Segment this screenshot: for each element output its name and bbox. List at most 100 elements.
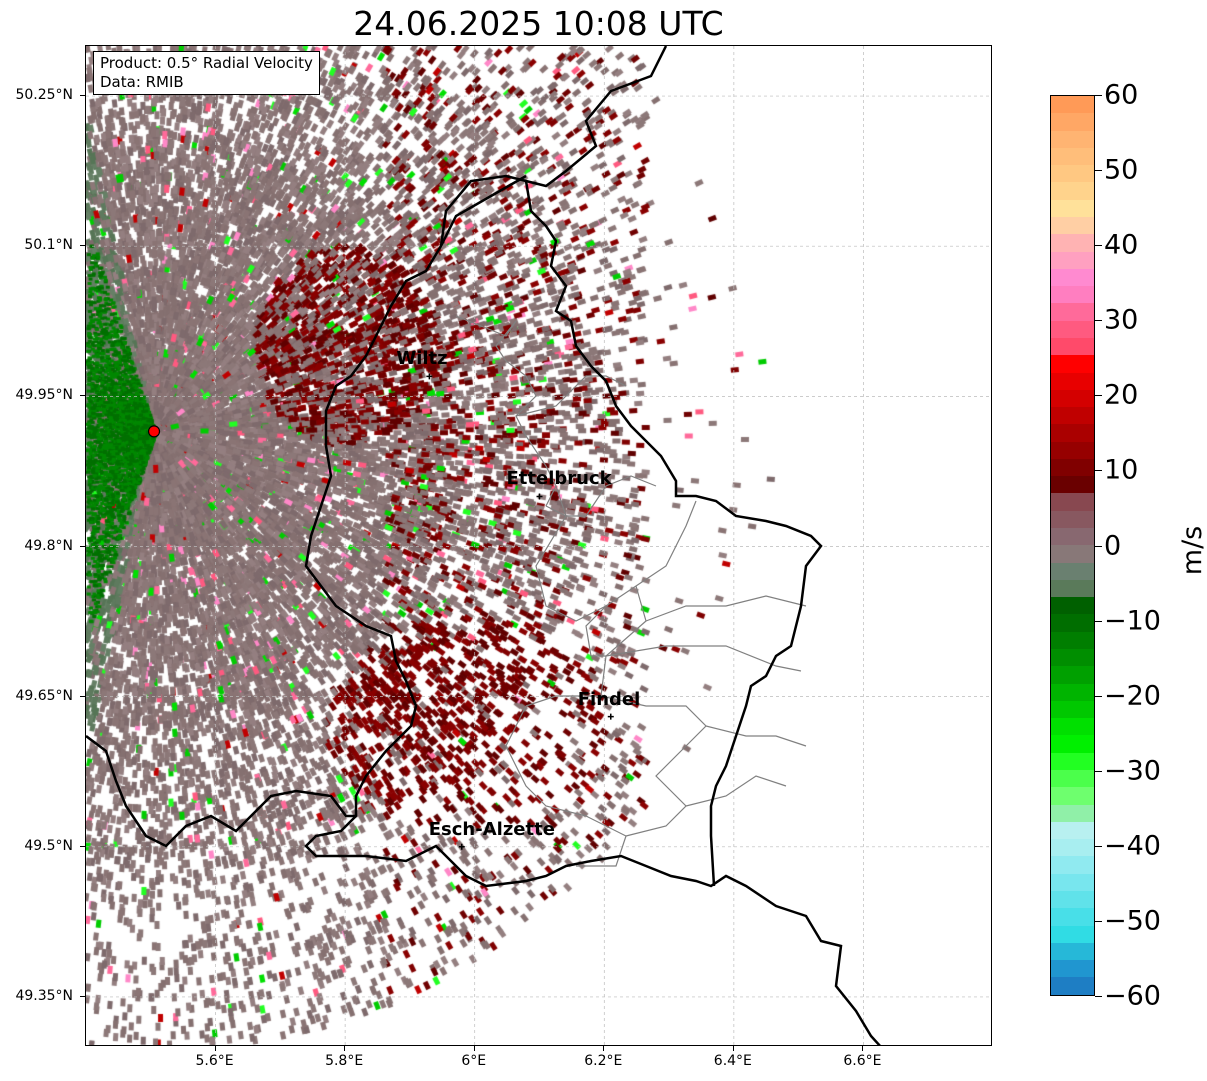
colorbar-segment [1051, 597, 1094, 615]
colorbar-tick-mark [1095, 320, 1102, 322]
product-info-box: Product: 0.5° Radial Velocity Data: RMIB [93, 51, 320, 95]
city-label-wiltz: Wiltz [396, 348, 448, 370]
colorbar-segment [1051, 804, 1094, 822]
colorbar-tick-label: 50 [1104, 154, 1139, 186]
colorbar-segment [1051, 182, 1094, 200]
city-label-esch-alzette: Esch-Alzette [428, 818, 555, 840]
colorbar-segment [1051, 579, 1094, 598]
colorbar-tick-mark [1095, 770, 1102, 772]
y-tick-label: 49.65°N [15, 687, 73, 704]
colorbar-segment [1051, 320, 1094, 338]
y-tick-mark [80, 995, 85, 997]
y-tick-mark [80, 845, 85, 847]
colorbar-segment [1051, 839, 1094, 857]
colorbar-tick-label: 40 [1104, 229, 1139, 261]
x-tick-mark [473, 1046, 475, 1051]
colorbar-segment [1051, 424, 1094, 442]
colorbar-segment [1051, 942, 1094, 961]
y-tick-mark [80, 395, 85, 397]
y-tick-label: 50.25°N [15, 87, 73, 104]
colorbar-tick-label: −60 [1104, 980, 1161, 1012]
x-tick-mark [732, 1046, 734, 1051]
colorbar-segment [1051, 960, 1094, 978]
colorbar-segment [1051, 441, 1094, 459]
y-tick-label: 50.1°N [24, 237, 73, 254]
city-marker [607, 713, 614, 720]
colorbar-segment [1051, 493, 1094, 511]
colorbar-segment [1051, 389, 1094, 408]
colorbar-unit-label: m/s [1177, 525, 1207, 576]
colorbar-segment [1051, 666, 1094, 684]
city-marker [536, 493, 543, 500]
colorbar-segment [1051, 147, 1094, 166]
colorbar-segment [1051, 510, 1094, 529]
colorbar-segment [1051, 199, 1094, 217]
colorbar-tick-mark [1095, 620, 1102, 622]
colorbar-segment [1051, 303, 1094, 321]
x-tick-label: 5.6°E [195, 1053, 234, 1069]
colorbar-tick-label: 0 [1104, 530, 1122, 561]
colorbar-segment [1051, 908, 1094, 926]
radar-site-marker [147, 425, 161, 438]
colorbar-segment [1051, 355, 1094, 373]
gridlines [86, 46, 991, 1045]
colorbar-segment [1051, 337, 1094, 356]
colorbar-tick-mark [1095, 170, 1102, 172]
colorbar-tick-label: −10 [1104, 605, 1161, 637]
y-tick-mark [80, 95, 85, 97]
colorbar-segment [1051, 372, 1094, 390]
colorbar-tick-label: −30 [1104, 755, 1161, 787]
x-tick-mark [603, 1046, 605, 1051]
colorbar-tick-mark [1095, 245, 1102, 247]
colorbar-segment [1051, 528, 1094, 546]
colorbar-segment [1051, 130, 1094, 148]
x-tick-label: 6.2°E [584, 1053, 623, 1069]
x-tick-label: 6.6°E [843, 1053, 882, 1069]
colorbar-segment [1051, 700, 1094, 719]
chart-title: 24.06.2025 10:08 UTC [353, 4, 724, 43]
colorbar-segment [1051, 234, 1094, 252]
colorbar-tick-mark [1095, 395, 1102, 397]
colorbar-segment [1051, 873, 1094, 891]
y-tick-label: 49.35°N [15, 987, 73, 1004]
colorbar-segment [1051, 113, 1094, 131]
x-tick-label: 6°E [461, 1053, 487, 1069]
colorbar-tick-label: 10 [1104, 454, 1139, 486]
colorbar-segment [1051, 165, 1094, 183]
colorbar-segment [1051, 251, 1094, 269]
colorbar-segment [1051, 545, 1094, 563]
colorbar-tick-label: 20 [1104, 379, 1139, 411]
colorbar-tick-label: 60 [1104, 79, 1139, 111]
x-tick-label: 5.8°E [325, 1053, 364, 1069]
colorbar-tick-label: −40 [1104, 830, 1161, 862]
city-marker [426, 373, 433, 380]
colorbar-segment [1051, 562, 1094, 580]
colorbar-segment [1051, 718, 1094, 736]
y-tick-label: 49.5°N [24, 837, 73, 854]
y-tick-label: 49.8°N [24, 537, 73, 554]
colorbar-segment [1051, 476, 1094, 494]
y-tick-mark [80, 545, 85, 547]
colorbar-segment [1051, 216, 1094, 235]
colorbar-tick-label: −20 [1104, 680, 1161, 712]
colorbar-segment [1051, 735, 1094, 753]
x-tick-mark [344, 1046, 346, 1051]
colorbar-segment [1051, 649, 1094, 667]
colorbar-tick-label: −50 [1104, 905, 1161, 937]
colorbar [1050, 95, 1095, 996]
colorbar-segment [1051, 977, 1094, 995]
y-tick-mark [80, 245, 85, 247]
colorbar-tick-mark [1095, 845, 1102, 847]
colorbar-tick-mark [1095, 545, 1102, 547]
national-borders [86, 46, 881, 1045]
product-label: Product: 0.5° Radial Velocity [100, 54, 313, 72]
colorbar-segment [1051, 890, 1094, 909]
y-tick-label: 49.95°N [15, 387, 73, 404]
x-tick-label: 6.4°E [713, 1053, 752, 1069]
colorbar-segment [1051, 683, 1094, 701]
colorbar-segment [1051, 821, 1094, 840]
city-label-findel: Findel [577, 688, 641, 710]
radar-map [85, 45, 992, 1046]
canton-borders [455, 315, 807, 867]
colorbar-segment [1051, 856, 1094, 874]
